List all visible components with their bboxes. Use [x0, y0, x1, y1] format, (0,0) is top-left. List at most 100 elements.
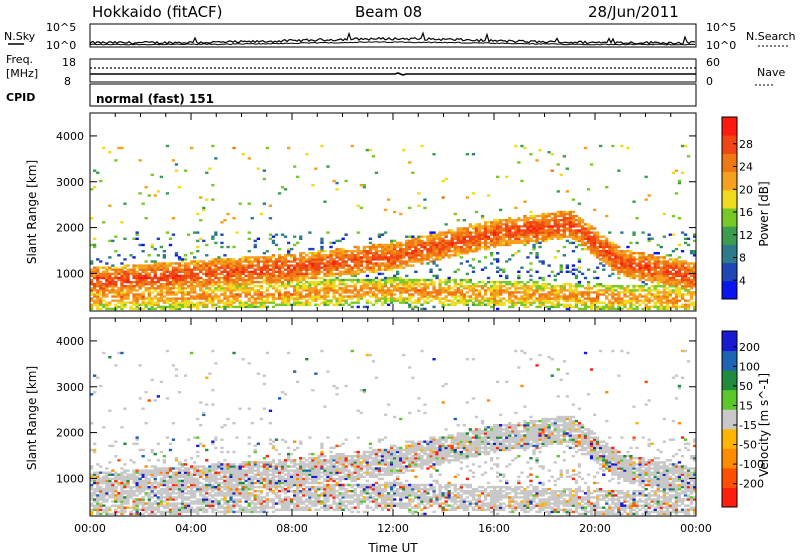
power-cell: [147, 297, 151, 300]
power-cell: [599, 241, 603, 245]
colorbar-tick-label: 20: [739, 183, 753, 196]
power-cell: [338, 295, 342, 298]
power-cell: [535, 280, 539, 284]
power-cell: [453, 278, 457, 282]
power-cell: [296, 280, 300, 284]
power-cell: [620, 270, 624, 273]
power-cell: [493, 285, 497, 288]
power-cell: [223, 293, 227, 296]
power-cell: [441, 233, 445, 236]
power-cell: [123, 303, 127, 306]
power-cell: [529, 289, 533, 292]
power-cell: [674, 270, 679, 273]
power-cell: [353, 287, 357, 290]
power-cell: [677, 179, 682, 183]
power-cell: [453, 252, 457, 255]
power-cell: [383, 250, 388, 253]
power-cell: [496, 219, 500, 222]
power-cell: [408, 243, 412, 247]
velocity-cell: [132, 477, 136, 481]
power-cell: [550, 303, 554, 306]
power-cell: [523, 243, 527, 247]
velocity-cell: [150, 490, 154, 493]
velocity-cell: [138, 364, 142, 367]
power-cell: [662, 235, 666, 238]
power-cell: [677, 278, 682, 282]
power-cell: [338, 303, 342, 306]
power-cell: [486, 194, 491, 197]
power-cell: [517, 283, 521, 286]
velocity-cell: [156, 473, 160, 476]
power-cell: [390, 285, 394, 288]
power-cell: [247, 289, 251, 292]
velocity-cell: [120, 479, 124, 483]
power-cell: [171, 217, 176, 220]
power-cell: [129, 307, 133, 311]
power-cell: [596, 231, 600, 234]
power-cell: [620, 266, 624, 269]
power-cell: [147, 287, 151, 290]
power-cell: [180, 283, 185, 286]
power-cell: [650, 237, 654, 240]
power-cell: [126, 289, 130, 292]
power-cell: [686, 280, 691, 284]
power-cell: [123, 305, 127, 309]
power-cell: [332, 254, 336, 257]
power-cell: [102, 299, 106, 302]
power-cell: [417, 299, 421, 302]
velocity-cell: [102, 504, 106, 507]
power-cell: [208, 274, 212, 278]
velocity-cell: [156, 502, 160, 505]
power-cell: [480, 231, 485, 234]
power-cell: [132, 303, 136, 306]
velocity-cell: [129, 512, 133, 516]
power-cell: [523, 146, 527, 150]
power-cell: [356, 299, 360, 302]
power-cell: [620, 231, 624, 234]
power-cell: [359, 258, 363, 261]
power-cell: [526, 235, 530, 238]
power-cell: [556, 285, 560, 288]
power-cell: [332, 297, 336, 300]
power-cell: [162, 272, 166, 276]
power-cell: [141, 303, 145, 306]
power-cell: [656, 274, 660, 278]
power-cell: [114, 276, 118, 280]
power-cell: [229, 278, 233, 282]
power-cell: [114, 303, 118, 306]
power-cell: [493, 291, 497, 294]
power-cell: [329, 254, 333, 257]
power-cell: [259, 266, 263, 269]
power-cell: [341, 260, 345, 263]
power-cell: [565, 289, 569, 292]
power-cell: [574, 287, 579, 290]
power-cell: [680, 305, 685, 309]
power-cell: [674, 264, 679, 267]
power-cell: [165, 264, 170, 267]
velocity-cell: [123, 490, 127, 493]
power-cell: [493, 221, 497, 224]
power-cell: [641, 307, 645, 311]
power-cell: [580, 299, 585, 302]
power-cell: [338, 301, 342, 304]
power-cell: [680, 274, 685, 278]
power-cell: [480, 280, 485, 284]
power-cell: [408, 264, 412, 267]
power-cell: [247, 270, 251, 273]
power-cell: [432, 291, 436, 294]
power-cell: [132, 264, 136, 267]
power-cell: [417, 192, 421, 195]
power-cell: [320, 258, 324, 261]
power-cell: [368, 245, 373, 249]
power-cell: [283, 264, 288, 267]
power-cell: [477, 245, 482, 249]
power-cell: [287, 285, 291, 288]
power-cell: [247, 291, 251, 294]
power-cell: [244, 295, 248, 298]
power-cell: [453, 280, 457, 284]
power-cell: [217, 268, 221, 271]
power-cell: [608, 264, 612, 267]
power-cell: [438, 301, 442, 304]
power-cell: [611, 245, 615, 249]
power-cell: [350, 285, 354, 288]
